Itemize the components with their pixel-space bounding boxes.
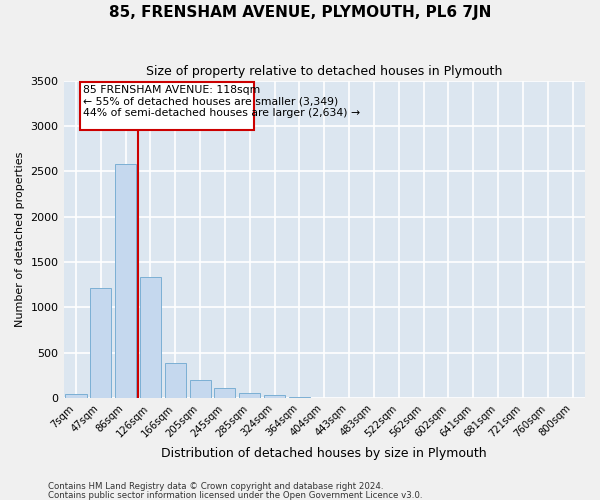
- Bar: [214, 388, 235, 398]
- Bar: [264, 396, 285, 398]
- X-axis label: Distribution of detached houses by size in Plymouth: Distribution of detached houses by size …: [161, 447, 487, 460]
- Text: 85, FRENSHAM AVENUE, PLYMOUTH, PL6 7JN: 85, FRENSHAM AVENUE, PLYMOUTH, PL6 7JN: [109, 5, 491, 20]
- Text: 85 FRENSHAM AVENUE: 118sqm
← 55% of detached houses are smaller (3,349)
44% of s: 85 FRENSHAM AVENUE: 118sqm ← 55% of deta…: [83, 85, 361, 118]
- Title: Size of property relative to detached houses in Plymouth: Size of property relative to detached ho…: [146, 65, 502, 78]
- FancyBboxPatch shape: [80, 82, 254, 130]
- Bar: [115, 164, 136, 398]
- Text: Contains HM Land Registry data © Crown copyright and database right 2024.: Contains HM Land Registry data © Crown c…: [48, 482, 383, 491]
- Bar: [165, 363, 186, 398]
- Bar: [65, 394, 86, 398]
- Bar: [239, 392, 260, 398]
- Bar: [190, 380, 211, 398]
- Text: Contains public sector information licensed under the Open Government Licence v3: Contains public sector information licen…: [48, 490, 422, 500]
- Bar: [140, 276, 161, 398]
- Bar: [90, 288, 112, 398]
- Y-axis label: Number of detached properties: Number of detached properties: [15, 152, 25, 327]
